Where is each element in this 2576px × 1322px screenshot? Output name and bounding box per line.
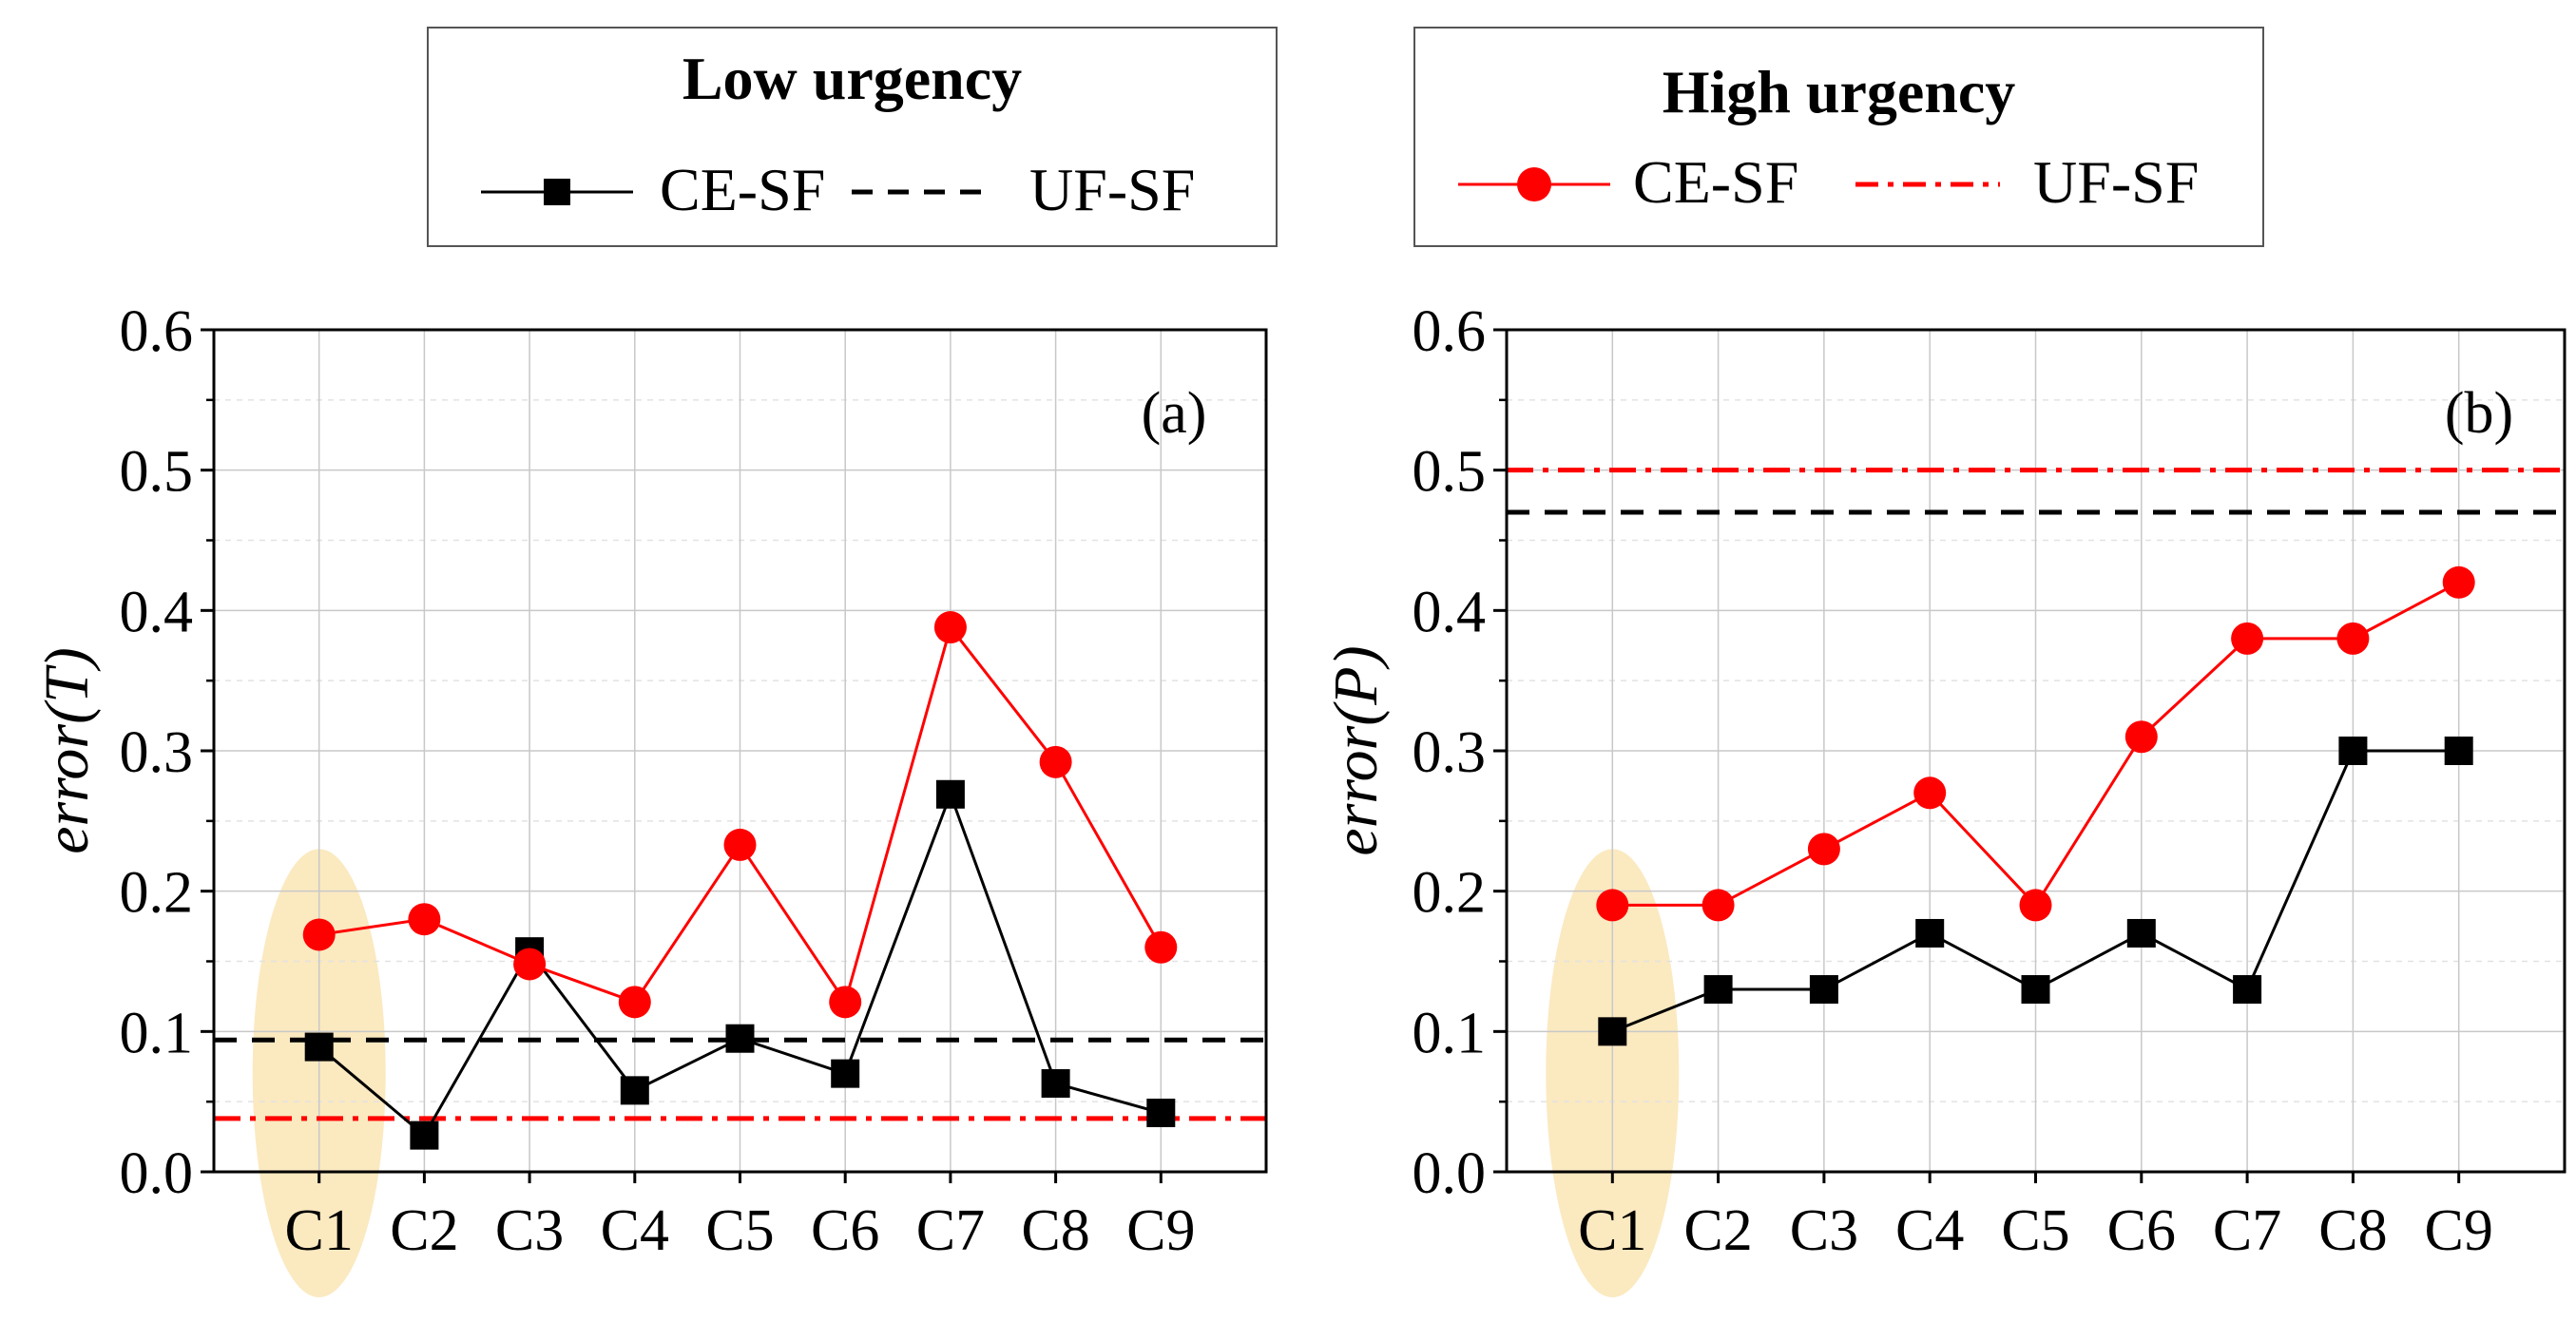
x-tick-label-c8: C8: [2318, 1198, 2387, 1263]
data-point-low-ce-sf: [725, 1024, 755, 1053]
data-point-high-ce-sf: [723, 828, 757, 861]
data-point-high-ce-sf: [2124, 720, 2158, 754]
y-axis-label-var: (T): [32, 647, 102, 724]
x-tick-label-c4: C4: [1895, 1198, 1964, 1263]
data-point-low-ce-sf: [1598, 1017, 1627, 1046]
panel-label: (a): [1142, 381, 1207, 446]
y-tick-label: 0.3: [1413, 720, 1487, 785]
x-tick-label-c3: C3: [495, 1198, 564, 1263]
data-point-low-ce-sf: [1041, 1068, 1070, 1098]
data-point-low-ce-sf: [2338, 737, 2368, 765]
data-point-low-ce-sf: [2021, 975, 2050, 1005]
y-tick-label: 0.4: [120, 580, 194, 644]
legend-high-uf-sf-label: UF-SF: [2033, 148, 2200, 216]
data-point-high-ce-sf: [618, 986, 651, 1019]
legend-title-high-urgency: High urgency: [1662, 58, 2016, 125]
data-point-high-ce-sf: [302, 918, 336, 951]
data-point-low-ce-sf: [2233, 975, 2262, 1005]
data-point-low-ce-sf: [1146, 1098, 1176, 1127]
data-point-high-ce-sf: [2019, 889, 2052, 922]
x-tick-label-c2: C2: [390, 1198, 458, 1263]
data-point-low-ce-sf: [410, 1121, 439, 1150]
data-point-high-ce-sf: [2231, 622, 2264, 655]
data-point-high-ce-sf: [1913, 776, 1947, 810]
x-tick-label-c1: C1: [285, 1198, 354, 1263]
y-axis-label-main: error: [32, 724, 102, 854]
data-point-high-ce-sf: [1039, 745, 1072, 778]
panel-label: (b): [2445, 381, 2513, 446]
data-point-low-ce-sf: [2126, 918, 2156, 948]
data-point-low-ce-sf: [620, 1076, 649, 1105]
chart-panel-b: 0.0 0.1 0.2 0.3 0.4 0.5 0.6 C1 C2 C3 C4 C5 C6 C7 C8 C9 (…: [1321, 299, 2566, 1297]
y-axis-label: error(T): [32, 647, 102, 854]
legend-low-swatches: [481, 179, 990, 205]
y-tick-label: 0.1: [120, 1001, 194, 1065]
data-point-high-ce-sf: [408, 903, 441, 936]
y-tick-label: 0.5: [1413, 440, 1487, 505]
data-point-high-ce-sf: [829, 986, 862, 1019]
x-tick-label-c3: C3: [1790, 1198, 1858, 1263]
data-point-low-ce-sf: [2444, 737, 2473, 765]
x-tick-label-c8: C8: [1021, 1198, 1089, 1263]
x-tick-label-c1: C1: [1578, 1198, 1646, 1263]
y-tick-label: 0.6: [1413, 299, 1487, 364]
legend-high-ce-sf-label: CE-SF: [1633, 148, 1799, 216]
y-tick-label: 0.4: [1413, 580, 1487, 644]
data-point-low-ce-sf: [831, 1059, 860, 1088]
legend-low-uf-sf-label: UF-SF: [1029, 156, 1196, 223]
legend-low-ce-sf-marker: [544, 179, 570, 205]
y-tick-label: 0.2: [120, 861, 194, 926]
x-tick-label-c9: C9: [1126, 1198, 1195, 1263]
y-axis-label-main: error: [1321, 725, 1391, 855]
data-point-high-ce-sf: [1596, 889, 1629, 922]
legend-low-ce-sf-label: CE-SF: [660, 156, 826, 223]
data-point-high-ce-sf: [1144, 930, 1178, 964]
y-tick-label: 0.3: [120, 720, 194, 785]
y-tick-label: 0.0: [1413, 1141, 1487, 1206]
x-tick-label-c6: C6: [2107, 1198, 2176, 1263]
x-tick-label-c4: C4: [601, 1198, 669, 1263]
legend-title-low-urgency: Low urgency: [682, 45, 1023, 112]
y-tick-label: 0.1: [1413, 1001, 1487, 1065]
y-axis-label-var: (P): [1321, 645, 1391, 725]
data-point-low-ce-sf: [1915, 918, 1945, 948]
y-tick-label: 0.6: [120, 299, 194, 364]
data-point-high-ce-sf: [2336, 622, 2370, 655]
chart-panel-a: 0.0 0.1 0.2 0.3 0.4 0.5 0.6 C1 C2 C3 C4 C5 C6 C7 C8 C9 (…: [32, 299, 1268, 1297]
data-point-low-ce-sf: [935, 779, 965, 809]
data-point-high-ce-sf: [1701, 889, 1735, 922]
data-point-high-ce-sf: [2442, 565, 2475, 599]
y-tick-label: 0.2: [1413, 861, 1487, 926]
x-tick-label-c9: C9: [2425, 1198, 2493, 1263]
data-point-low-ce-sf: [1809, 975, 1838, 1005]
y-axis-label: error(P): [1321, 645, 1391, 855]
legend-high-ce-sf-marker: [1517, 167, 1551, 201]
data-point-high-ce-sf: [1807, 833, 1840, 866]
x-tick-label-c6: C6: [811, 1198, 879, 1263]
y-tick-label: 0.5: [120, 440, 194, 505]
x-tick-label-c5: C5: [705, 1198, 774, 1263]
data-point-low-ce-sf: [1703, 975, 1733, 1005]
x-tick-label-c2: C2: [1683, 1198, 1752, 1263]
legend-high-swatches: [1458, 167, 2000, 201]
data-point-low-ce-sf: [304, 1032, 334, 1062]
data-point-high-ce-sf: [513, 948, 547, 981]
legend-high-urgency: High urgency CE-SF UF-SF: [1413, 27, 2264, 247]
data-point-high-ce-sf: [933, 611, 967, 644]
legend-low-urgency: Low urgency CE-SF UF-SF: [427, 27, 1278, 247]
x-tick-label-c7: C7: [916, 1198, 985, 1263]
y-tick-label: 0.0: [120, 1141, 194, 1206]
x-tick-label-c7: C7: [2213, 1198, 2281, 1263]
x-tick-label-c5: C5: [2001, 1198, 2069, 1263]
